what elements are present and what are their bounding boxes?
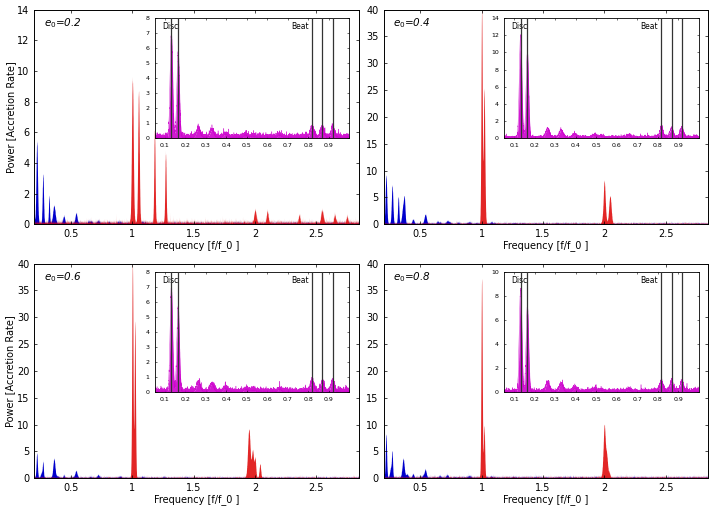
X-axis label: Frequency [f/f_0 ]: Frequency [f/f_0 ] <box>154 241 239 251</box>
Text: $e_0$=0.4: $e_0$=0.4 <box>393 16 431 30</box>
Text: $e_0$=0.8: $e_0$=0.8 <box>393 270 431 284</box>
Text: $e_0$=0.6: $e_0$=0.6 <box>44 270 82 284</box>
X-axis label: Frequency [f/f_0 ]: Frequency [f/f_0 ] <box>503 495 588 505</box>
Y-axis label: Power [Accretion Rate]: Power [Accretion Rate] <box>6 61 16 173</box>
X-axis label: Frequency [f/f_0 ]: Frequency [f/f_0 ] <box>154 495 239 505</box>
Text: $e_0$=0.2: $e_0$=0.2 <box>44 16 81 30</box>
X-axis label: Frequency [f/f_0 ]: Frequency [f/f_0 ] <box>503 241 588 251</box>
Y-axis label: Power [Accretion Rate]: Power [Accretion Rate] <box>6 315 16 427</box>
